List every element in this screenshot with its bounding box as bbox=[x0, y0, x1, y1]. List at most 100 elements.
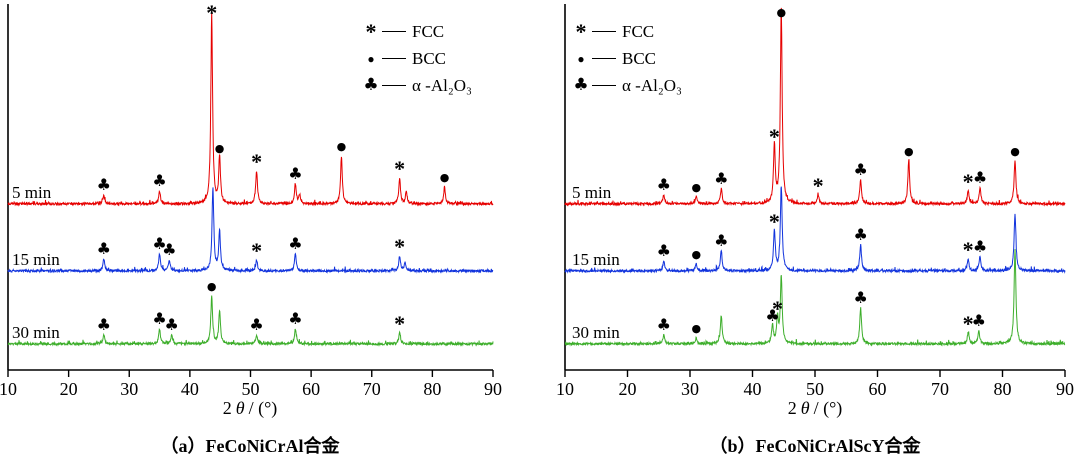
peak-marker-BCC: ● bbox=[691, 322, 701, 335]
peak-marker-Al2O3: ♣ bbox=[97, 315, 111, 334]
peak-marker-Al2O3: ♣ bbox=[249, 315, 263, 334]
legend-label: FCC bbox=[412, 21, 445, 41]
peak-marker-Al2O3: ♣ bbox=[714, 231, 728, 250]
x-tick-label: 10 bbox=[556, 379, 574, 399]
peak-marker-Al2O3: ♣ bbox=[657, 175, 671, 194]
peak-marker-BCC: ● bbox=[337, 140, 347, 153]
peak-marker-Al2O3: ♣ bbox=[657, 315, 671, 334]
trace-15-min bbox=[7, 187, 494, 274]
trace-label-30min-b: 30 min bbox=[572, 323, 620, 342]
x-axis-label-a: 2 θ / (°) bbox=[150, 398, 350, 419]
trace-5-min bbox=[564, 7, 1066, 207]
x-tick-label: 50 bbox=[806, 379, 824, 399]
caption-panel-a: （a）FeCoNiCrAl合金 bbox=[160, 436, 340, 456]
peak-marker-FCC: * bbox=[394, 234, 405, 259]
legend-label: α -Al₂O₃ bbox=[622, 75, 682, 95]
peak-marker-Al2O3: ♣ bbox=[765, 306, 779, 325]
trace-label-30min-a: 30 min bbox=[12, 323, 60, 342]
legend-label: FCC bbox=[622, 21, 655, 41]
peak-marker-FCC: * bbox=[813, 173, 824, 198]
trace-label-15min-a: 15 min bbox=[12, 250, 60, 269]
peak-marker-BCC: ● bbox=[776, 6, 786, 19]
xlabel-pre: 2 bbox=[222, 398, 232, 418]
legend-item-alumina: ♣ α -Al₂O₃ bbox=[362, 72, 472, 99]
legend-item-bcc: ● BCC bbox=[362, 45, 472, 72]
peak-marker-FCC: * bbox=[963, 311, 974, 336]
peak-marker-FCC: * bbox=[206, 0, 217, 25]
legend-item-fcc: * FCC bbox=[572, 18, 682, 45]
panel-b: 10 20 30 40 50 60 70 80 90♣ ● ♣*●*♣●* ♣●♣ ●♣*♣* ♣♣ ●♣*… bbox=[556, 4, 1074, 399]
peak-marker-Al2O3: ♣ bbox=[853, 225, 867, 244]
peak-marker-FCC: * bbox=[772, 296, 783, 321]
xlabel-post: / (°) bbox=[248, 398, 278, 418]
x-tick-label: 60 bbox=[302, 379, 320, 399]
peak-marker-Al2O3: ♣ bbox=[973, 168, 987, 187]
x-tick-label: 90 bbox=[1056, 379, 1074, 399]
trace-5-min bbox=[7, 11, 494, 207]
peak-marker-FCC: * bbox=[394, 156, 405, 181]
legend-line-icon bbox=[382, 85, 406, 86]
x-tick-label: 90 bbox=[484, 379, 502, 399]
x-tick-label: 70 bbox=[931, 379, 949, 399]
trace-label-5min-b: 5 min bbox=[572, 183, 612, 202]
peak-marker-BCC: ● bbox=[691, 181, 701, 194]
legend-panel-a: * FCC ● BCC ♣ α -Al₂O₃ bbox=[362, 18, 472, 99]
peak-marker-Al2O3: ♣ bbox=[288, 164, 302, 183]
peak-marker-Al2O3: ♣ bbox=[288, 309, 302, 328]
legend-item-fcc: * FCC bbox=[362, 18, 472, 45]
peak-marker-BCC: ● bbox=[1010, 145, 1020, 158]
peak-marker-FCC: * bbox=[251, 238, 262, 263]
legend-line-icon bbox=[592, 31, 616, 32]
peak-marker-Al2O3: ♣ bbox=[165, 315, 179, 334]
x-tick-label: 50 bbox=[242, 379, 260, 399]
peak-marker-Al2O3: ♣ bbox=[853, 160, 867, 179]
peak-marker-Al2O3: ♣ bbox=[853, 288, 867, 307]
x-tick-label: 20 bbox=[60, 379, 78, 399]
x-tick-label: 30 bbox=[681, 379, 699, 399]
peak-marker-Al2O3: ♣ bbox=[972, 311, 986, 330]
xlabel-theta: θ bbox=[800, 398, 810, 418]
peak-marker-Al2O3: ♣ bbox=[152, 171, 166, 190]
peak-marker-FCC: * bbox=[251, 149, 262, 174]
bcc-dot-icon: ● bbox=[577, 51, 585, 66]
x-tick-label: 20 bbox=[619, 379, 637, 399]
x-tick-label: 70 bbox=[363, 379, 381, 399]
peak-marker-Al2O3: ♣ bbox=[97, 239, 111, 258]
peak-marker-Al2O3: ♣ bbox=[162, 240, 176, 259]
xlabel-pre: 2 bbox=[787, 398, 797, 418]
legend-line-icon bbox=[382, 58, 406, 59]
peak-marker-Al2O3: ♣ bbox=[288, 234, 302, 253]
x-tick-label: 10 bbox=[0, 379, 17, 399]
peak-marker-Al2O3: ♣ bbox=[152, 309, 166, 328]
caption-panel-b: （b）FeCoNiCrAlScY合金 bbox=[709, 436, 921, 456]
x-axis-label-b: 2 θ / (°) bbox=[715, 398, 915, 419]
fcc-star-icon: * bbox=[575, 18, 587, 44]
peak-marker-BCC: ● bbox=[904, 145, 914, 158]
trace-label-5min-a: 5 min bbox=[12, 183, 52, 202]
xlabel-theta: θ bbox=[235, 398, 245, 418]
xlabel-post: / (°) bbox=[813, 398, 843, 418]
peak-marker-Al2O3: ♣ bbox=[152, 234, 166, 253]
x-tick-label: 40 bbox=[744, 379, 762, 399]
trace-30-min bbox=[7, 295, 494, 347]
legend-label: BCC bbox=[412, 48, 447, 68]
legend-line-icon bbox=[382, 31, 406, 32]
trace-15-min bbox=[564, 186, 1066, 274]
x-tick-label: 80 bbox=[423, 379, 441, 399]
peak-marker-Al2O3: ♣ bbox=[657, 241, 671, 260]
peak-marker-BCC: ● bbox=[207, 280, 217, 293]
x-tick-label: 30 bbox=[120, 379, 138, 399]
peak-marker-BCC: ● bbox=[215, 142, 225, 155]
x-tick-label: 80 bbox=[994, 379, 1012, 399]
legend-line-icon bbox=[592, 85, 616, 86]
x-tick-label: 60 bbox=[869, 379, 887, 399]
bcc-dot-icon: ● bbox=[367, 51, 375, 66]
peak-marker-Al2O3: ♣ bbox=[714, 169, 728, 188]
legend-line-icon bbox=[592, 58, 616, 59]
alumina-club-icon: ♣ bbox=[363, 75, 379, 95]
trace-30-min bbox=[564, 249, 1066, 347]
legend-item-bcc: ● BCC bbox=[572, 45, 682, 72]
peak-marker-FCC: * bbox=[963, 169, 974, 194]
